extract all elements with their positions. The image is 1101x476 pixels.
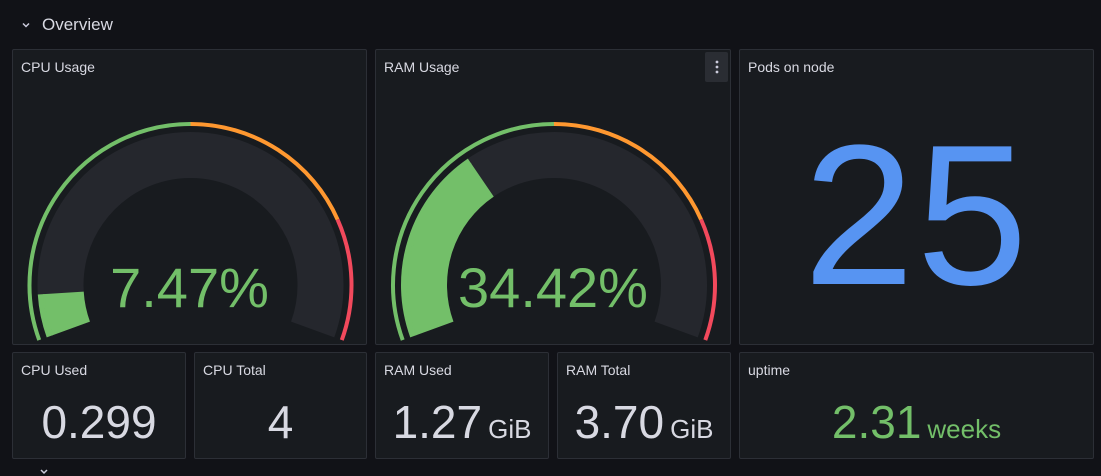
stat-number: 1.27	[392, 396, 483, 448]
chevron-down-icon	[22, 22, 30, 28]
threshold-band-orange	[553, 122, 703, 221]
threshold-band-orange	[190, 122, 340, 221]
panel-ram-total[interactable]: RAM Total 3.70 GiB	[557, 352, 731, 459]
stat-value: 25	[803, 104, 1030, 327]
gauge-inner-line	[406, 162, 472, 336]
panel-uptime[interactable]: uptime 2.31 weeks	[739, 352, 1094, 459]
ram-usage-gauge	[391, 122, 717, 341]
stat-value: 1.27 GiB	[376, 395, 548, 449]
stat-value: 4	[195, 395, 366, 449]
stat-value: 2.31 weeks	[740, 395, 1093, 449]
panel-cpu-usage[interactable]: CPU Usage 7.47%	[12, 49, 367, 345]
gauge-value-arc	[401, 158, 495, 338]
gauge-value: 34.42%	[458, 256, 648, 319]
gauge-value-arc	[37, 290, 91, 338]
gauge-track	[37, 132, 344, 338]
stat-number: 3.70	[574, 396, 665, 448]
gauge-value: 7.47%	[110, 256, 269, 319]
panel-title: uptime	[748, 362, 791, 378]
stat-number: 2.31	[831, 396, 922, 448]
kebab-menu-icon	[715, 60, 718, 74]
panel-cpu-used[interactable]: CPU Used 0.299	[12, 352, 186, 459]
panel-ram-used[interactable]: RAM Used 1.27 GiB	[375, 352, 549, 459]
gauge-inner-line	[43, 294, 54, 336]
panel-title: RAM Total	[566, 362, 631, 378]
stat-unit: weeks	[927, 414, 1002, 444]
panel-pods-on-node[interactable]: Pods on node 25	[739, 49, 1094, 345]
stat-value: 3.70 GiB	[558, 395, 730, 449]
panel-title: CPU Used	[21, 362, 88, 378]
panel-menu-button[interactable]	[705, 52, 728, 82]
threshold-band-red	[335, 218, 354, 341]
row-header-overview[interactable]: Overview	[20, 14, 113, 36]
cpu-usage-gauge	[27, 122, 354, 341]
panel-title: CPU Usage	[21, 59, 95, 75]
stat-unit: GiB	[488, 414, 532, 444]
panel-title: CPU Total	[203, 362, 266, 378]
panel-title: RAM Usage	[384, 59, 460, 75]
panel-title: RAM Used	[384, 362, 452, 378]
threshold-band-red	[699, 218, 717, 341]
panel-ram-usage[interactable]: RAM Usage 34.42%	[375, 49, 731, 345]
threshold-band-green	[27, 122, 191, 341]
panel-cpu-total[interactable]: CPU Total 4	[194, 352, 367, 459]
next-row-chevron-icon[interactable]	[38, 468, 50, 476]
panel-title: Pods on node	[748, 59, 835, 75]
stat-unit: GiB	[670, 414, 714, 444]
threshold-band-green	[391, 122, 555, 341]
stat-number: 0.299	[41, 396, 157, 448]
stat-value: 0.299	[13, 395, 185, 449]
row-title: Overview	[42, 15, 113, 34]
stat-number: 4	[267, 396, 294, 448]
